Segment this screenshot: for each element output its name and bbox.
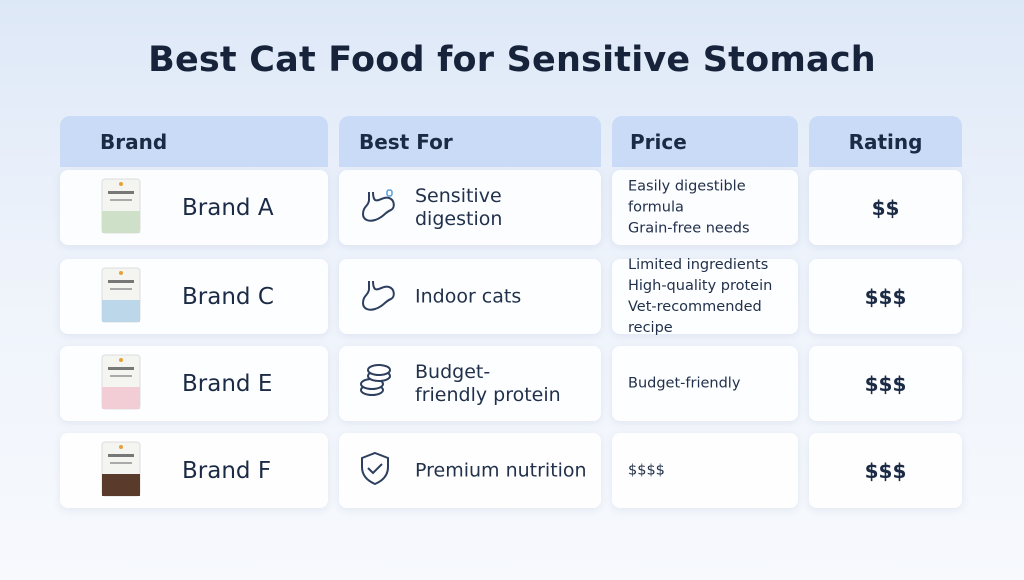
package-image: [100, 353, 142, 415]
price-line: $$$$: [628, 462, 665, 478]
best-for-text: Budget-friendly protein: [415, 360, 561, 406]
brand-cell: Brand C: [60, 259, 328, 334]
package-svg: [101, 267, 141, 322]
brand-cell: Brand A: [60, 170, 328, 245]
icon-svg: [361, 280, 395, 311]
brand-cell: Brand F: [60, 433, 328, 508]
price-line: Limited ingredients: [628, 256, 769, 273]
icon-svg: [360, 363, 391, 396]
package-image: [100, 266, 142, 328]
price-lines: Easily digestible formula Grain-free need…: [628, 176, 792, 239]
price-cell: Easily digestible formula Grain-free need…: [612, 170, 798, 245]
best-for-cell: Budget-friendly protein: [339, 346, 601, 421]
icon: [357, 363, 397, 404]
price-lines: Limited ingredients High-quality protein V…: [628, 255, 792, 339]
brand-name: Brand C: [182, 283, 274, 310]
price-line: High-quality protein: [628, 277, 773, 294]
price-line: Vet-recommended recipe: [628, 298, 762, 336]
price-cell: Budget-friendly: [612, 346, 798, 421]
best-for-cell: Sensitive digestion: [339, 170, 601, 245]
price-line: Easily digestible formula: [628, 178, 746, 215]
package-image: [100, 177, 142, 239]
best-for-text: Sensitive digestion: [415, 184, 503, 230]
brand-name: Brand E: [182, 370, 273, 397]
page-title: Best Cat Food for Sensitive Stomach: [148, 40, 876, 80]
best-for-text: Premium nutrition: [415, 459, 587, 481]
header-cell: Price: [612, 116, 798, 167]
rating: $$$: [864, 458, 907, 483]
brand-name: Brand F: [182, 457, 272, 484]
header-cell: Rating: [809, 116, 962, 167]
price-lines: Budget-friendly: [628, 373, 792, 394]
brand-cell: Brand E: [60, 346, 328, 421]
icon: [357, 451, 397, 491]
package-svg: [101, 178, 141, 233]
package-image: [100, 440, 142, 502]
rating-cell: $$: [809, 170, 962, 245]
package-svg: [101, 354, 141, 409]
price-cell: Limited ingredients High-quality protein V…: [612, 257, 798, 336]
header-cell: Brand: [60, 116, 328, 167]
best-for-cell: Indoor cats: [339, 259, 601, 334]
rating: $$$: [864, 371, 907, 396]
rating-cell: $$$: [809, 259, 962, 334]
price-lines: $$$$: [628, 460, 792, 481]
price-cell: $$$$: [612, 433, 798, 508]
package-svg: [101, 441, 141, 496]
icon-svg: [361, 188, 395, 222]
brand-name: Brand A: [182, 194, 274, 221]
rating: $$: [871, 195, 900, 220]
icon-svg: [361, 451, 389, 485]
icon: [357, 188, 397, 228]
best-for-cell: Premium nutrition: [339, 433, 601, 508]
rating: $$$: [864, 284, 907, 309]
icon: [357, 277, 397, 317]
price-line: Grain-free needs: [628, 220, 750, 236]
rating-cell: $$$: [809, 346, 962, 421]
header-cell: Best For: [339, 116, 601, 167]
best-for-text: Indoor cats: [415, 285, 522, 307]
price-line: Budget-friendly: [628, 375, 741, 391]
rating-cell: $$$: [809, 433, 962, 508]
